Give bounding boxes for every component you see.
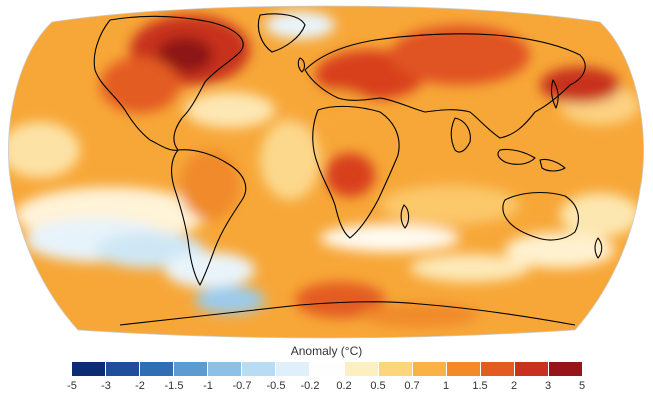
- world-map: [8, 5, 644, 339]
- legend-title: Anomaly (°C): [290, 344, 363, 358]
- legend-tick-label: 0.5: [370, 380, 386, 392]
- legend-tick-label: 1: [442, 380, 450, 392]
- legend-tick-label: 0.7: [404, 380, 420, 392]
- temperature-anomaly-map: [8, 5, 644, 339]
- legend-colorbar: [72, 362, 582, 376]
- legend-tick-label: 1.5: [472, 380, 488, 392]
- legend-swatch: [446, 362, 481, 376]
- legend-swatch: [140, 362, 175, 376]
- legend-swatch: [208, 362, 243, 376]
- globe-outline: [8, 5, 644, 339]
- legend-swatch: [412, 362, 447, 376]
- legend-swatch: [378, 362, 413, 376]
- legend-tick-label: 5: [578, 380, 586, 392]
- coastlines: [93, 13, 603, 326]
- legend-tick-label: 2: [510, 380, 518, 392]
- legend-tick-label: -1: [203, 380, 213, 392]
- legend-swatch: [344, 362, 379, 376]
- legend-ticks: -5 -3 -2 -1.5 -1 -0.7 -0.5 -0.2 0.2 0.5 0.7 1 1.5 2 3 5: [67, 380, 586, 394]
- legend-swatch: [548, 362, 582, 376]
- legend-tick-label: -5: [67, 380, 77, 392]
- legend-tick-label: -0.7: [232, 380, 252, 392]
- legend-swatch: [514, 362, 549, 376]
- legend-swatch: [276, 362, 311, 376]
- legend-tick-label: -1.5: [164, 380, 184, 392]
- legend-tick-label: -2: [135, 380, 145, 392]
- anomaly-field: [8, 11, 640, 327]
- legend-swatch: [242, 362, 277, 376]
- legend-tick-label: -0.5: [266, 380, 286, 392]
- legend-swatch: [174, 362, 209, 376]
- legend-tick-label: -3: [101, 380, 111, 392]
- legend-swatch: [72, 362, 107, 376]
- legend-tick-label: -0.2: [300, 380, 320, 392]
- legend-tick-label: 0.2: [336, 380, 352, 392]
- legend-swatch: [106, 362, 141, 376]
- legend-swatch: [310, 362, 345, 376]
- legend-swatch: [480, 362, 515, 376]
- legend-tick-label: 3: [544, 380, 552, 392]
